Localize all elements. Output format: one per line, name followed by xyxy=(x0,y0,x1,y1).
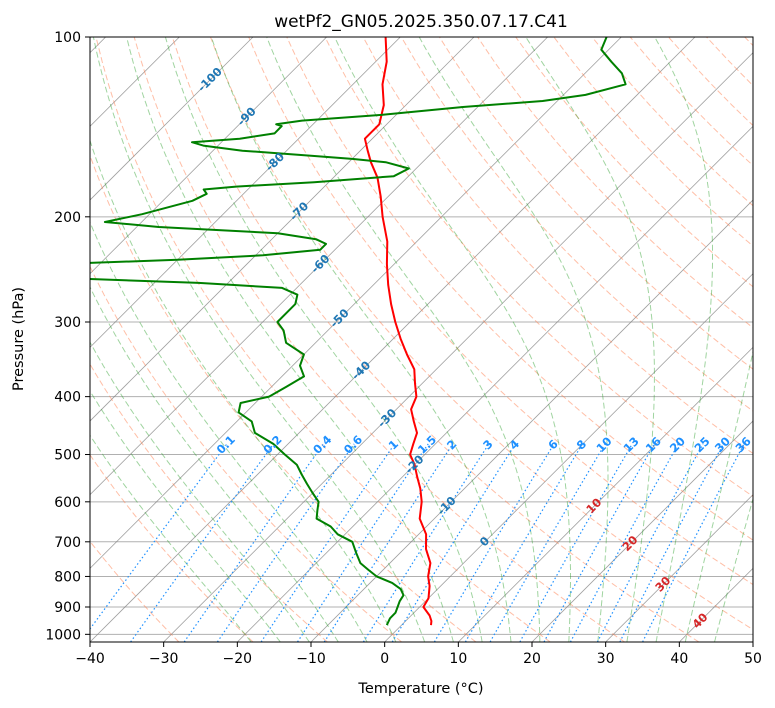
y-tick-label: 700 xyxy=(54,535,81,551)
moist-adiabat-line xyxy=(654,37,713,642)
dry-adiabat-line xyxy=(133,37,625,642)
moist-adiabat-line xyxy=(90,390,281,642)
chart-title: wetPf2_GN05.2025.350.07.17.C41 xyxy=(274,12,568,32)
x-tick-label: 0 xyxy=(380,651,389,667)
x-tick-label: −10 xyxy=(296,651,326,667)
dry-adiabat-line xyxy=(362,37,753,455)
mixing-ratio-line xyxy=(260,443,396,642)
moist-adiabat-line xyxy=(266,37,541,642)
moist-adiabat-line xyxy=(90,138,397,642)
mixing-ratio-line xyxy=(596,443,704,642)
mixing-ratio-line xyxy=(391,443,516,642)
x-axis-label: Temperature (°C) xyxy=(357,681,483,697)
x-tick-label: 30 xyxy=(597,651,615,667)
moist-adiabat-line xyxy=(525,37,656,642)
isotherm-line xyxy=(90,37,622,569)
moist-adiabats xyxy=(90,37,753,642)
dewpoint-profile-line xyxy=(90,37,627,626)
mixing-ratio-line xyxy=(130,443,275,642)
y-tick-label: 400 xyxy=(54,390,81,406)
isotherm-line xyxy=(605,494,753,642)
dry-adiabat-line xyxy=(90,153,477,642)
isotherm-line xyxy=(310,199,753,642)
dry-adiabat-line xyxy=(324,37,753,498)
y-axis-label: Pressure (hPa) xyxy=(11,287,27,391)
isotherm-line xyxy=(90,37,548,496)
isotherm-line xyxy=(237,125,753,642)
y-axis-ticks: 100 200 300 400 500 600 700 800 900 1000 xyxy=(45,30,90,643)
isotherm-line xyxy=(163,52,753,642)
moist-adiabat-line xyxy=(90,434,252,642)
dry-adiabat-line xyxy=(248,37,753,586)
moist-adiabat-line xyxy=(90,286,339,642)
y-tick-label: 800 xyxy=(54,569,81,585)
y-tick-label: 200 xyxy=(54,210,81,226)
sounding-series xyxy=(90,37,627,626)
isotherm-line xyxy=(90,37,696,642)
mixing-ratio-lines xyxy=(90,443,745,642)
moist-adiabat-line xyxy=(210,37,512,642)
isotherm-line xyxy=(384,273,753,642)
y-tick-label: 600 xyxy=(54,495,81,511)
mixing-ratio-line xyxy=(464,443,584,642)
isotherm-line xyxy=(458,346,753,642)
dry-adiabat-line xyxy=(171,37,700,642)
dry-adiabat-line xyxy=(400,37,753,412)
isotherm-line xyxy=(90,37,475,422)
dry-adiabat-line xyxy=(90,363,328,642)
moist-adiabat-line xyxy=(92,37,426,642)
x-tick-label: 20 xyxy=(523,651,541,667)
x-tick-label: 10 xyxy=(449,651,467,667)
x-tick-label: 40 xyxy=(670,651,688,667)
y-tick-label: 100 xyxy=(54,30,81,46)
mixing-ratio-line xyxy=(433,443,555,642)
isotherm-line xyxy=(90,37,254,201)
y-tick-label: 300 xyxy=(54,315,81,331)
dry-adiabats xyxy=(90,37,753,642)
isotherm-line xyxy=(90,37,401,348)
x-tick-label: 50 xyxy=(744,651,762,667)
dry-adiabat-line xyxy=(90,453,254,642)
x-tick-label: −40 xyxy=(75,651,105,667)
moist-adiabat-line xyxy=(126,37,454,642)
y-tick-label: 1000 xyxy=(45,627,81,643)
mixing-ratio-line xyxy=(362,443,490,642)
moist-adiabat-line xyxy=(418,37,609,642)
moist-adiabat-line xyxy=(90,341,310,642)
isotherm-line xyxy=(90,37,327,275)
dry-adiabat-line xyxy=(515,37,753,288)
mixing-ratio-line xyxy=(216,443,355,642)
mixing-ratio-line xyxy=(489,443,606,642)
dry-adiabat-line xyxy=(90,540,180,642)
x-tick-label: −30 xyxy=(149,651,179,667)
x-axis-ticks: −40 −30 −20 −10 0 10 20 30 40 50 xyxy=(75,642,762,667)
axes-frame xyxy=(89,36,754,643)
isotherm-line xyxy=(531,420,753,642)
y-tick-label: 900 xyxy=(54,600,81,616)
dry-adiabat-line xyxy=(286,37,753,541)
temperature-profile-line xyxy=(363,37,433,626)
mixing-ratio-line xyxy=(323,443,454,642)
x-tick-label: −20 xyxy=(223,651,253,667)
dry-adiabat-line xyxy=(210,37,753,631)
plot-area: -100-90-80-70-60-50-40-30-20-100 1020304… xyxy=(90,37,753,642)
isotherm-gridlines xyxy=(90,37,753,642)
moist-adiabat-line xyxy=(164,37,483,642)
y-tick-label: 500 xyxy=(54,448,81,464)
mixing-ratio-line xyxy=(296,443,429,642)
mixing-ratio-line xyxy=(183,443,324,642)
dry-adiabat-line xyxy=(95,37,551,642)
mixing-ratio-line xyxy=(519,443,633,642)
moist-adiabat-line xyxy=(334,37,571,642)
